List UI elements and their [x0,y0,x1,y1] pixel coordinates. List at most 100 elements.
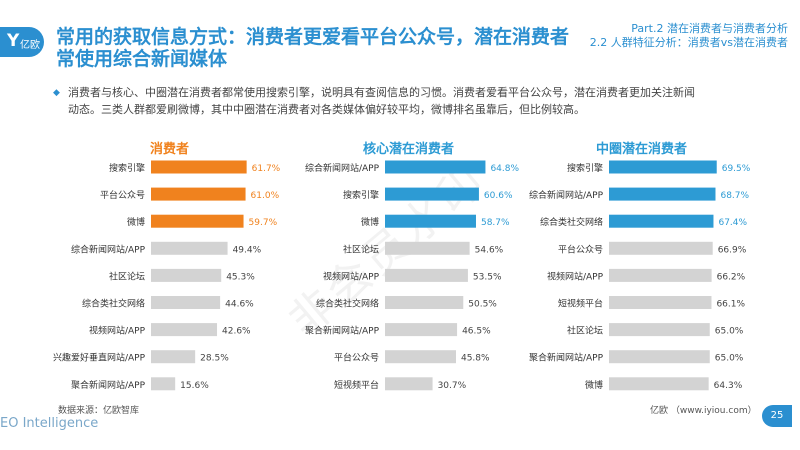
chart2-category-label: 聚合新闻网站/APP [305,325,380,337]
chart3-category-label: 视频网站/APP [547,270,604,282]
chart2-value-label: 30.7% [438,381,467,391]
chart2-category-label: 社区论坛 [343,243,379,255]
chart2-value-label: 54.6% [475,245,504,255]
brand-logo: Y 亿欧 [0,27,44,57]
data-source: 数据来源：亿欧智库 [58,406,140,416]
chart2-bar [385,241,470,255]
chart3-bar [609,268,712,282]
chart3-title: 中圈潜在消费者 [596,142,688,157]
chart3-category-label: 聚合新闻网站/APP [529,352,604,364]
description-line1: 消费者与核心、中圈潜在消费者都常使用搜索引擎，说明具有查阅信息的习惯。消费者爱看… [68,86,695,99]
chart2-bar [385,377,433,391]
chart1-category-label: 社区论坛 [109,270,145,282]
chart1-bar [151,350,196,364]
chart1-bar [151,323,218,337]
chart3-category-label: 综合类社交网络 [540,216,603,228]
site-credit: 亿欧 （www.iyiou.com） [650,406,757,416]
chart2-bar [385,323,458,337]
page-title-line1: 常用的获取信息方式：消费者更爱看平台公众号，潜在消费者 [56,26,570,48]
chart1-category-label: 微博 [127,216,145,228]
chart1-category-label: 综合新闻网站/APP [71,243,146,255]
chart1-bar [151,377,176,391]
chart3-bar [609,214,714,228]
chart3-value-label: 66.2% [717,272,746,282]
chart3-value-label: 64.3% [714,381,743,391]
chart3-bar [609,377,709,391]
chart1-bar [151,160,247,174]
logo-mark: Y [7,31,20,51]
chart1-value-label: 59.7% [249,218,278,228]
chart2-category-label: 综合新闻网站/APP [305,162,380,174]
chart2-bar [385,214,476,228]
chart3-value-label: 68.7% [720,191,749,201]
page-title-line2: 常使用综合新闻媒体 [56,48,228,70]
chart1-category-label: 兴趣爱好垂直网站/APP [53,352,146,364]
chart2-category-label: 平台公众号 [334,352,379,364]
chart1-value-label: 44.6% [225,300,254,310]
chart3-bar [609,323,710,337]
chart3-category-label: 搜索引擎 [567,162,603,174]
chart1-value-label: 42.6% [222,327,251,337]
chart2-value-label: 45.8% [461,354,490,364]
chart1-value-label: 61.0% [251,191,280,201]
brand-footer: EO Intelligence [0,416,99,431]
chart3-bar [609,241,713,255]
chart3-value-label: 67.4% [718,218,747,228]
chart3-value-label: 69.5% [722,164,751,174]
chart1-bar [151,187,246,201]
chart3-value-label: 65.0% [715,354,744,364]
section-part: Part.2 潜在消费者与消费者分析 [631,22,788,35]
chart1-bar [151,296,221,309]
chart2-value-label: 50.5% [468,300,497,310]
chart3-bar [609,350,710,364]
chart1-bar [151,214,244,228]
chart2-category-label: 短视频平台 [334,379,379,391]
chart2-value-label: 60.6% [484,191,513,201]
chart3-value-label: 66.9% [718,245,747,255]
chart3-category-label: 综合新闻网站/APP [529,189,604,201]
chart2-value-label: 46.5% [462,327,491,337]
chart1-value-label: 28.5% [200,354,229,364]
chart3-category-label: 平台公众号 [558,243,603,255]
chart1-value-label: 61.7% [252,164,281,174]
chart2-category-label: 微博 [361,216,379,228]
page-title: 常用的获取信息方式：消费者更爱看平台公众号，潜在消费者 常使用综合新闻媒体 [56,26,596,70]
chart3-bar [609,160,717,174]
chart2-bar [385,350,456,364]
chart2-category-label: 综合类社交网络 [316,298,379,310]
chart2-bar [385,268,468,282]
chart3-value-label: 65.0% [715,327,744,337]
chart3-bar [609,296,712,309]
chart3-category-label: 短视频平台 [558,298,603,310]
chart2-value-label: 64.8% [490,164,519,174]
description-line2: 动态。三类人群都爱刷微博，其中中圈潜在消费者对各类媒体偏好较平均，微博排名虽靠后… [68,103,585,116]
chart3-category-label: 社区论坛 [567,325,603,337]
chart3-category-label: 微博 [585,379,603,391]
section-breadcrumb: Part.2 潜在消费者与消费者分析 2.2 人群特征分析：消费者vs潜在消费者 [590,22,788,50]
chart1-category-label: 搜索引擎 [109,162,145,174]
chart1-category-label: 聚合新闻网站/APP [71,379,146,391]
chart2-category-label: 搜索引擎 [343,189,379,201]
description-text: 消费者与核心、中圈潜在消费者都常使用搜索引擎，说明具有查阅信息的习惯。消费者爱看… [68,84,768,118]
chart2-bar [385,187,479,201]
chart1-category-label: 综合类社交网络 [82,298,145,310]
chart2-category-label: 视频网站/APP [323,270,380,282]
chart1-category-label: 平台公众号 [100,189,145,201]
chart2-value-label: 53.5% [473,272,502,282]
chart3-value-label: 66.1% [716,300,745,310]
chart1-value-label: 49.4% [233,245,262,255]
chart1-value-label: 15.6% [180,381,209,391]
chart1-title: 消费者 [150,142,190,157]
chart1-bar [151,268,222,282]
chart1-bar [151,241,228,255]
page-number: 25 [762,405,792,427]
diamond-bullet-icon: ◆ [53,88,60,98]
chart2-bar [385,296,464,309]
chart2-value-label: 58.7% [481,218,510,228]
chart3-bar [609,187,716,201]
chart1-value-label: 45.3% [226,272,255,282]
chart1-category-label: 视频网站/APP [89,325,146,337]
logo-text: 亿欧 [20,40,40,51]
chart2-title: 核心潜在消费者 [363,142,455,157]
